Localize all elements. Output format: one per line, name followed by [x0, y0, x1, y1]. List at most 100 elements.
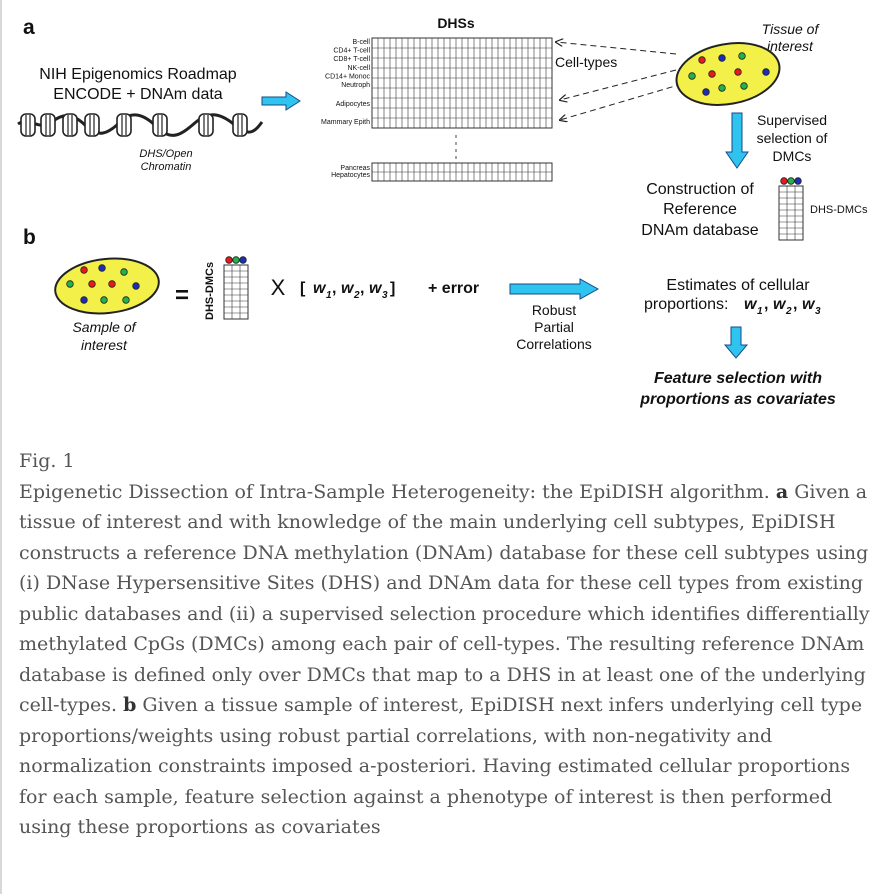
- supervised-line1: Supervised: [757, 112, 827, 128]
- ref-matrix-a-header-dot-2: [794, 177, 802, 185]
- sample-dot-6: [132, 282, 140, 290]
- svg-text:,: ,: [764, 296, 768, 313]
- nucleosome-3: [84, 113, 100, 137]
- dashed-arrows: [556, 42, 683, 120]
- caption-body: Epigenetic Dissection of Intra-Sample He…: [19, 477, 874, 843]
- error-term: + error: [428, 280, 479, 297]
- tissue-label-line1: Tissue of: [762, 21, 821, 37]
- nucleosome-2: [62, 113, 78, 137]
- ref-matrix-b-header-dot-1: [232, 256, 240, 264]
- ref-matrix-b-header-dot-2: [239, 256, 247, 264]
- method-line1: Robust: [532, 302, 576, 318]
- nucleosome-5: [152, 113, 168, 137]
- dhs-grid-bottom-cells: [371, 162, 553, 182]
- ref-matrix-b-header-dot-0: [225, 256, 233, 264]
- cell-type-label: CD14+ Monoc: [325, 73, 370, 80]
- supervised-line3: DMCs: [773, 148, 812, 164]
- source-title-line2: ENCODE + DNAm data: [53, 86, 222, 103]
- tissue-dot-7: [718, 84, 726, 92]
- weight-w3: w: [369, 280, 383, 297]
- source-title-line1: NIH Epigenomics Roadmap: [39, 66, 237, 83]
- dhs-grid-top-cells: [371, 37, 553, 129]
- sample-dot-7: [80, 296, 88, 304]
- svg-text:3: 3: [815, 306, 821, 317]
- estimates-line2-prefix: proportions:: [644, 296, 729, 313]
- weight-w1-sub: 1: [326, 290, 332, 301]
- weights-vector: [ w 1 , w 2 , w 3 ]: [300, 280, 395, 301]
- reference-matrix-a: [778, 177, 804, 241]
- ref-matrix-b-grid: [223, 256, 249, 320]
- chromatin-label-line2: Chromatin: [141, 161, 192, 173]
- ref-matrix-b-cells: [223, 264, 249, 320]
- method-line2: Partial: [534, 319, 574, 335]
- nucleosome-1: [40, 113, 56, 137]
- sample-dot-0: [80, 266, 88, 274]
- caption-text-b: Given a tissue sample of interest, EpiDI…: [19, 694, 863, 838]
- equals-sign: =: [175, 282, 189, 309]
- reference-matrix-b: [223, 256, 249, 320]
- weight-w2: w: [341, 280, 355, 297]
- nucleosome-4: [116, 113, 132, 137]
- tissue-label-line2: interest: [767, 38, 814, 54]
- cell-type-label: NK-cell: [347, 65, 370, 72]
- sample-dot-9: [122, 296, 130, 304]
- down-arrow-feature-selection: [723, 326, 749, 359]
- sample-dot-3: [66, 280, 74, 288]
- tissue-dot-5: [734, 68, 742, 76]
- tissue-dot-6: [762, 68, 770, 76]
- tissue-dot-0: [698, 56, 706, 64]
- dhs-matrix-top: [371, 37, 553, 129]
- cell-type-label: CD8+ T-cell: [333, 56, 370, 63]
- svg-text:w: w: [802, 296, 816, 313]
- figure-number: Fig. 1: [19, 450, 75, 472]
- tissue-dot-9: [702, 88, 710, 96]
- ref-matrix-a-header-dot-1: [787, 177, 795, 185]
- caption-title: Epigenetic Dissection of Intra-Sample He…: [19, 480, 770, 503]
- caption-label-b: b: [123, 694, 137, 716]
- sample-dot-1: [98, 264, 106, 272]
- cell-type-label: Pancreas: [340, 165, 370, 172]
- arrow-to-dhs-matrix: [261, 91, 301, 111]
- arrow-robust-correlations: [509, 278, 600, 300]
- ref-matrix-a-header-dot-0: [780, 177, 788, 185]
- dhs-dmcs-label-a: DHS-DMCs: [810, 204, 868, 216]
- panel-a-label: a: [23, 16, 35, 39]
- figure-svg: a NIH Epigenomics Roadmap ENCODE + DNAm …: [17, 15, 868, 408]
- tissue-of-interest-ellipse: [675, 42, 781, 106]
- tissue-dot-1: [718, 54, 726, 62]
- weight-w3-sub: 3: [382, 290, 388, 301]
- sample-dot-8: [100, 296, 108, 304]
- supervised-line2: selection of: [757, 130, 828, 146]
- sample-dot-5: [108, 280, 116, 288]
- sample-label-line2: interest: [81, 337, 128, 353]
- svg-text:,: ,: [332, 280, 336, 297]
- svg-text:2: 2: [785, 306, 792, 317]
- estimates-line2: proportions: w 1 , w 2 , w 3: [644, 296, 821, 317]
- figure-caption: Fig. 1 Epigenetic Dissection of Intra-Sa…: [19, 446, 874, 843]
- cell-type-label: Hepatocytes: [331, 172, 370, 179]
- construction-line1: Construction of: [646, 181, 754, 198]
- feature-line1: Feature selection with: [654, 370, 822, 387]
- nucleosome-group: [20, 113, 248, 137]
- nucleosome-0: [20, 113, 36, 137]
- weights-close-bracket: ]: [390, 280, 395, 297]
- chromatin-strand-illustration: [17, 113, 264, 137]
- sample-label-line1: Sample of: [72, 319, 137, 335]
- ref-matrix-a-cells: [778, 185, 804, 241]
- construction-line3: DNAm database: [641, 222, 758, 239]
- estimates-line1: Estimates of cellular: [666, 277, 810, 294]
- ref-matrix-a-grid: [778, 177, 804, 241]
- chromatin-label-line1: DHS/Open: [139, 148, 192, 160]
- cell-type-label: Mammary Epith: [321, 119, 370, 126]
- cell-type-label: CD4+ T-cell: [333, 48, 370, 55]
- cell-type-label: Adipocytes: [336, 101, 371, 108]
- tissue-dot-3: [688, 72, 696, 80]
- times-sign: X: [271, 275, 286, 300]
- weight-w2-sub: 2: [353, 290, 360, 301]
- cell-type-label: Neutroph: [341, 82, 370, 89]
- sample-dot-4: [88, 280, 96, 288]
- feature-line2: proportions as covariates: [639, 391, 836, 408]
- sample-of-interest-ellipse: [54, 257, 160, 315]
